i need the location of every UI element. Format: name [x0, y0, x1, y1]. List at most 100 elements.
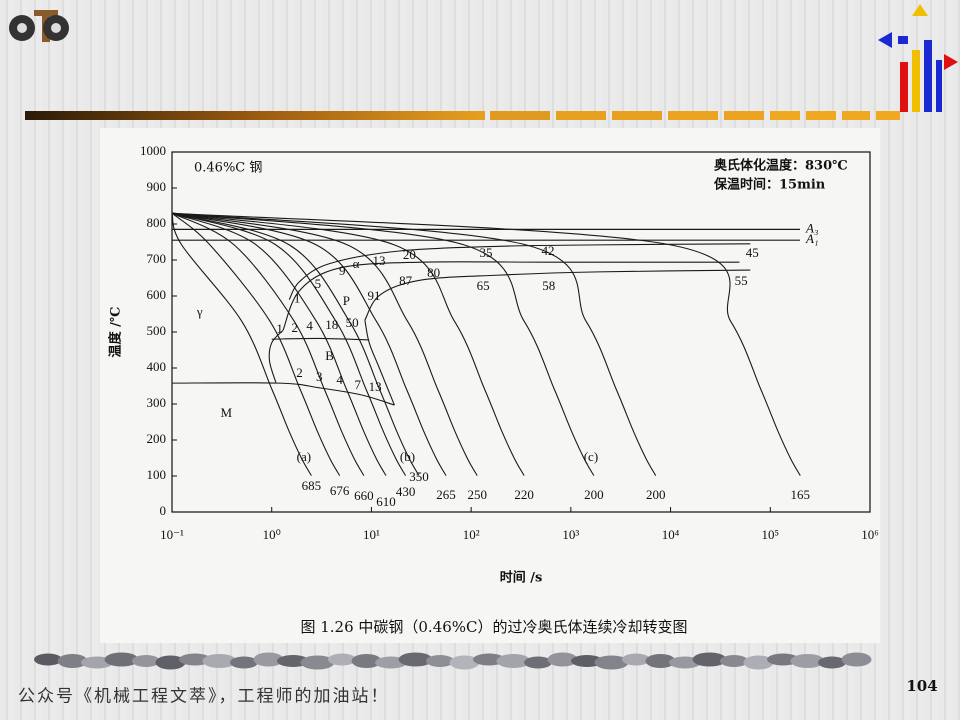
annotation: 265: [436, 487, 456, 502]
curve: [171, 213, 312, 476]
curve: [171, 212, 801, 476]
annotation: 5: [315, 276, 322, 291]
annotation: 9: [339, 263, 346, 278]
curve: [171, 212, 525, 476]
annotation: 13: [369, 379, 382, 394]
curve: [282, 261, 740, 331]
x-tick-label: 10⁴: [662, 527, 680, 542]
annotation: 50: [346, 315, 359, 330]
x-tick-label: 10¹: [363, 527, 380, 542]
stone: [230, 656, 258, 669]
logo: [9, 10, 69, 42]
curve: [171, 382, 395, 406]
figure-panel: [100, 128, 880, 643]
annotation: 65: [477, 278, 490, 293]
note: 奥氏体化温度：830℃: [714, 158, 848, 174]
annotation: 200: [584, 487, 604, 502]
header-bar: [25, 111, 900, 120]
annotation: 91: [367, 288, 380, 303]
annotation: 660: [354, 488, 374, 503]
annotation: 4: [306, 318, 313, 333]
annotation: 35: [480, 245, 493, 260]
stone: [692, 652, 727, 667]
annotation: 2: [291, 320, 298, 335]
annotation: 58: [542, 278, 555, 293]
annotation: 3: [316, 369, 323, 384]
y-tick-label: 0: [160, 503, 167, 518]
x-tick-label: 10⁶: [861, 527, 879, 542]
curve: [171, 212, 420, 476]
curve: [171, 212, 407, 476]
curve: [171, 212, 657, 476]
x-tick-label: 10⁵: [762, 527, 780, 542]
stone: [524, 656, 552, 669]
stone: [720, 655, 748, 667]
annotation: 18: [325, 317, 338, 332]
annotation: 1: [294, 291, 301, 306]
stone: [622, 653, 650, 666]
x-tick-label: 10⁻¹: [160, 527, 184, 542]
y-axis-label: 温度 /℃: [108, 307, 124, 358]
annotation: 13: [372, 253, 385, 268]
annotation: 350: [409, 469, 429, 484]
annotation: 685: [302, 478, 322, 493]
curve: [171, 212, 365, 476]
annotation: 55: [735, 273, 748, 288]
stone: [328, 653, 356, 666]
annotation: (c): [584, 449, 598, 464]
annotation: α: [353, 256, 360, 271]
stone: [104, 652, 139, 667]
curve: [171, 212, 387, 476]
annotation: P: [343, 293, 350, 308]
stone: [57, 654, 88, 668]
annotation: 87: [399, 273, 413, 288]
page-number: 104: [906, 677, 937, 695]
stone: [300, 655, 335, 670]
stone-divider: [34, 652, 872, 670]
stone: [253, 652, 284, 667]
stone: [594, 655, 629, 670]
plot: 0 100 200 300 400 500 600 700 800 900 1000 10⁻¹ 10⁰ 1…: [140, 143, 879, 542]
annotation: 610: [376, 494, 396, 509]
stone: [841, 652, 872, 667]
curve: [288, 243, 751, 300]
annotation: γ: [196, 304, 203, 319]
y-tick-label: 400: [147, 359, 167, 374]
curve: [268, 329, 284, 383]
stone: [426, 655, 454, 667]
annotation: 430: [396, 484, 416, 499]
stone: [202, 654, 237, 668]
stone: [645, 654, 676, 668]
annotation: 20: [403, 247, 416, 262]
annotation: 2: [296, 365, 303, 380]
y-tick-label: 1000: [140, 143, 166, 158]
stone: [155, 655, 186, 670]
curve: [364, 320, 395, 406]
annotation: 42: [542, 243, 555, 258]
x-axis-label: 时间 /s: [500, 570, 543, 586]
y-tick-label: 900: [147, 179, 167, 194]
reference-label: A₃: [805, 220, 818, 235]
annotation: (b): [400, 449, 415, 464]
annotation: 676: [330, 483, 350, 498]
stone: [34, 653, 62, 666]
annotation: 200: [646, 487, 666, 502]
y-tick-label: 200: [147, 431, 167, 446]
footer: 公众号《机械工程文萃》，工程师的加油站！: [18, 687, 390, 707]
annotation: 7: [355, 377, 362, 392]
annotation: 1: [276, 321, 283, 336]
y-tick-label: 300: [147, 395, 167, 410]
curve: [364, 269, 751, 321]
curve: [271, 337, 370, 341]
chart-title: 0.46%C 钢: [194, 161, 262, 176]
stone: [449, 655, 480, 670]
annotation: 80: [427, 265, 440, 280]
stone: [743, 655, 774, 670]
stone: [398, 652, 433, 667]
caption: 图 1.26 中碳钢（0.46%C）的过冷奥氏体连续冷却转变图: [300, 618, 687, 636]
curve: [171, 212, 595, 476]
stone: [547, 652, 578, 667]
y-tick-label: 700: [147, 251, 167, 266]
note: 保温时间：15min: [713, 177, 826, 193]
